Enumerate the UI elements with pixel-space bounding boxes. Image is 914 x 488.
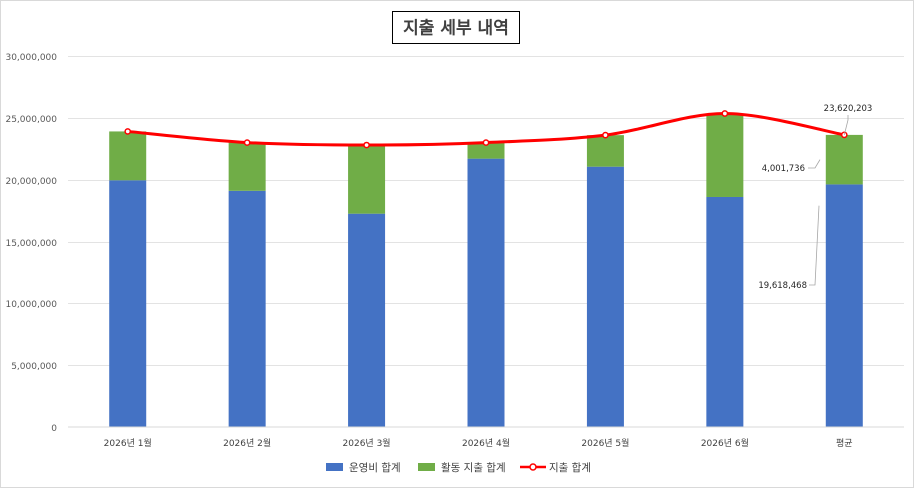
legend-item-total: 지출 합계	[520, 462, 591, 474]
data-label-activity: 4,001,736	[762, 164, 805, 174]
bar-operating	[348, 213, 386, 427]
bar-activity	[467, 142, 505, 159]
x-tick-label: 평균	[836, 438, 853, 449]
bar-activity	[825, 134, 863, 185]
legend-item-operating: 운영비 합계	[326, 462, 401, 474]
data-label-operating: 19,618,468	[758, 281, 807, 291]
bar-operating	[706, 196, 744, 427]
data-label-total: 23,620,203	[824, 104, 873, 114]
leader-line	[808, 159, 821, 169]
legend-label-operating: 운영비 합계	[349, 462, 401, 474]
legend-label-total: 지출 합계	[549, 462, 591, 474]
x-tick-label: 2026년 5월	[581, 437, 629, 449]
bar-operating	[825, 184, 863, 427]
leader-line	[843, 115, 849, 135]
data-labels: 19,618,468 4,001,736 23,620,203	[758, 104, 872, 291]
leader-line	[809, 205, 820, 286]
y-tick-label: 10,000,000	[5, 300, 57, 310]
bar-operating	[467, 158, 505, 428]
line-series	[124, 110, 848, 149]
y-tick-label: 0	[51, 424, 57, 434]
y-tick-label: 30,000,000	[5, 53, 57, 63]
bar-activity	[706, 113, 744, 197]
legend-marker-total	[529, 463, 537, 471]
x-tick-label: 2026년 1월	[104, 437, 152, 449]
legend-swatch-activity	[418, 463, 435, 471]
bar-activity	[228, 142, 266, 191]
total-marker	[124, 128, 132, 135]
x-tick-label: 2026년 4월	[462, 437, 510, 449]
legend-swatch-operating	[326, 463, 343, 471]
legend-label-activity: 활동 지출 합계	[441, 461, 506, 474]
x-tick-label: 2026년 6월	[701, 437, 749, 449]
total-marker	[482, 139, 490, 146]
y-tick-label: 15,000,000	[5, 239, 57, 249]
total-marker	[363, 141, 370, 149]
chart-title-box: 지출 세부 내역	[392, 11, 520, 44]
bar-activity	[586, 135, 624, 167]
y-tick-label: 25,000,000	[5, 115, 57, 125]
legend: 운영비 합계 활동 지출 합계 지출 합계	[326, 461, 591, 474]
x-tick-label: 2026년 2월	[223, 437, 271, 449]
chart-title: 지출 세부 내역	[403, 19, 509, 39]
y-axis-ticks: 0 5,000,000 10,000,000 15,000,000 20,000,000…	[5, 53, 57, 434]
x-axis-ticks: 2026년 1월 2026년 2월 2026년 3월 2026년 4월 2026년 5월…	[104, 437, 853, 449]
bar-operating	[109, 180, 147, 427]
y-tick-label: 5,000,000	[11, 362, 57, 372]
bar-operating	[228, 190, 266, 427]
total-marker	[602, 131, 609, 139]
chart-title-frame	[392, 11, 520, 44]
bar-activity	[348, 145, 386, 214]
total-marker	[243, 139, 251, 146]
x-tick-label: 2026년 3월	[343, 437, 391, 449]
bar-series	[109, 113, 863, 428]
legend-item-activity: 활동 지출 합계	[418, 461, 506, 474]
bar-operating	[586, 166, 624, 427]
bar-activity	[109, 131, 147, 181]
y-tick-label: 20,000,000	[5, 177, 57, 187]
total-marker	[721, 110, 729, 117]
